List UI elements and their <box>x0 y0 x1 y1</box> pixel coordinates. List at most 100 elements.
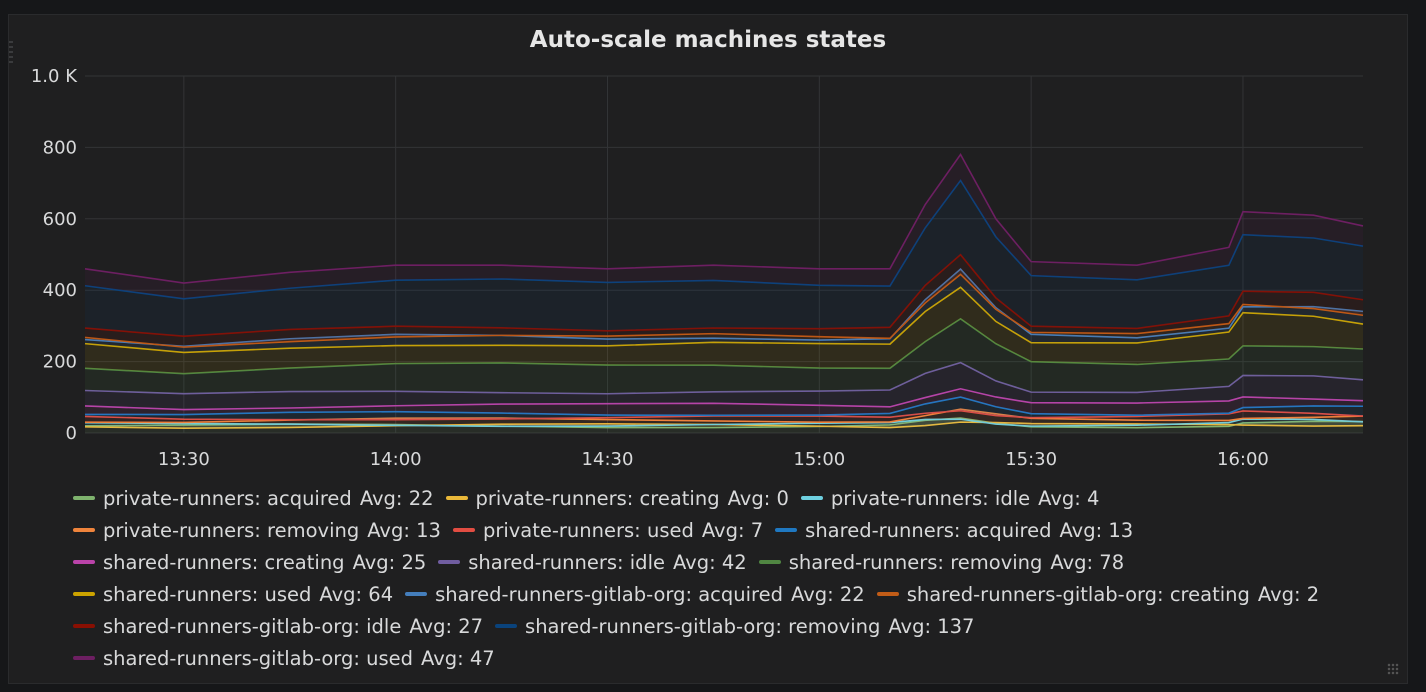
y-tick-label: 800 <box>43 137 77 158</box>
legend-avg-value: Avg: 78 <box>1050 550 1125 574</box>
legend-series-name: shared-runners: acquired <box>805 518 1052 542</box>
legend-avg-value: Avg: 47 <box>421 646 495 670</box>
legend-item[interactable]: shared-runners: removing Avg: 78 <box>758 549 1125 575</box>
series-area <box>85 287 1363 374</box>
legend-swatch <box>73 592 95 596</box>
x-tick-label: 13:30 <box>158 449 210 470</box>
graph-panel: Auto-scale machines states 0 200 400 600 800… <box>8 14 1408 684</box>
legend-swatch <box>405 592 428 596</box>
x-tick-label: 16:00 <box>1217 449 1269 470</box>
y-tick-label: 600 <box>43 209 77 230</box>
legend-item[interactable]: private-runners: creating Avg: 0 <box>445 485 789 511</box>
legend-series-name: shared-runners-gitlab-org: removing <box>525 614 881 638</box>
legend-swatch <box>758 560 781 564</box>
legend-series-name: shared-runners-gitlab-org: used <box>103 646 414 670</box>
legend-swatch <box>73 528 95 532</box>
series-line <box>84 153 1364 284</box>
legend-item[interactable]: private-runners: idle Avg: 4 <box>800 485 1100 511</box>
x-tick-label: 14:30 <box>582 449 634 470</box>
legend-item[interactable]: shared-runners: acquired Avg: 13 <box>775 517 1133 543</box>
legend-avg-value: Avg: 4 <box>1038 486 1100 510</box>
legend-item[interactable]: shared-runners-gitlab-org: removing Avg: … <box>495 613 974 639</box>
series-line <box>84 253 1364 337</box>
series-line <box>84 396 1364 417</box>
legend-item[interactable]: shared-runners-gitlab-org: creating Avg: … <box>876 581 1320 607</box>
legend-avg-value: Avg: 137 <box>888 614 975 638</box>
series-area <box>85 388 1363 416</box>
legend-swatch <box>73 624 95 628</box>
legend-avg-value: Avg: 13 <box>367 518 441 542</box>
legend-avg-value: Avg: 2 <box>1257 582 1320 606</box>
x-tick-label: 15:00 <box>793 449 845 470</box>
legend-item[interactable]: shared-runners: used Avg: 64 <box>73 581 393 607</box>
legend-item[interactable]: private-runners: used Avg: 7 <box>452 517 764 543</box>
legend-avg-value: Avg: 13 <box>1059 518 1134 542</box>
chart-legend: private-runners: acquired Avg: 22 private-… <box>73 485 1393 671</box>
legend-series-name: private-runners: creating <box>475 486 720 510</box>
y-tick-label: 400 <box>43 280 77 301</box>
series-line <box>84 273 1364 348</box>
legend-series-name: shared-runners: removing <box>788 550 1043 574</box>
legend-item[interactable]: shared-runners-gitlab-org: acquired Avg: … <box>405 581 865 607</box>
legend-avg-value: Avg: 64 <box>319 582 394 606</box>
series-line <box>84 409 1364 421</box>
series-line <box>84 286 1364 354</box>
series-line <box>84 408 1364 424</box>
legend-swatch <box>800 496 823 500</box>
legend-item[interactable]: private-runners: removing Avg: 13 <box>73 517 441 543</box>
legend-swatch <box>876 592 899 596</box>
legend-swatch <box>445 496 468 500</box>
series-area <box>85 318 1363 394</box>
plot-area <box>85 76 1363 433</box>
series-area <box>85 362 1363 410</box>
legend-series-name: shared-runners-gitlab-org: creating <box>906 582 1250 606</box>
legend-swatch <box>495 624 518 628</box>
series-area <box>85 409 1363 427</box>
drag-handle-icon[interactable] <box>9 41 13 63</box>
resize-handle-icon[interactable] <box>1387 663 1399 675</box>
legend-series-name: private-runners: removing <box>103 518 360 542</box>
series-area <box>85 180 1363 337</box>
legend-swatch <box>775 528 798 532</box>
legend-series-name: shared-runners-gitlab-org: acquired <box>435 582 784 606</box>
series-line <box>84 179 1364 300</box>
legend-swatch <box>452 528 475 532</box>
x-tick-label: 15:30 <box>1005 449 1057 470</box>
legend-avg-value: Avg: 25 <box>352 550 427 574</box>
legend-series-name: shared-runners-gitlab-org: idle <box>103 614 402 638</box>
legend-avg-value: Avg: 42 <box>672 550 747 574</box>
legend-swatch <box>73 496 95 500</box>
legend-series-name: shared-runners: creating <box>103 550 345 574</box>
legend-swatch <box>73 560 95 564</box>
chart-plot[interactable]: 0 200 400 600 800 1.0 K 13:30 14:00 14:30 15:00 15… <box>9 15 1409 475</box>
series-line <box>84 387 1364 411</box>
series-line <box>84 361 1364 395</box>
legend-item[interactable]: shared-runners: idle Avg: 42 <box>438 549 747 575</box>
legend-item[interactable]: private-runners: acquired Avg: 22 <box>73 485 434 511</box>
series-line <box>84 268 1364 348</box>
legend-avg-value: Avg: 27 <box>409 614 484 638</box>
legend-item[interactable]: shared-runners-gitlab-org: idle Avg: 27 <box>73 613 483 639</box>
legend-swatch <box>438 560 461 564</box>
series-line <box>84 317 1364 375</box>
legend-avg-value: Avg: 0 <box>727 486 789 510</box>
legend-series-name: private-runners: used <box>482 518 694 542</box>
panel-title[interactable]: Auto-scale machines states <box>529 27 887 53</box>
legend-series-name: private-runners: idle <box>830 486 1031 510</box>
series-line <box>84 418 1364 428</box>
legend-item[interactable]: shared-runners-gitlab-org: used Avg: 47 <box>73 645 495 671</box>
legend-series-name: private-runners: acquired <box>103 486 352 510</box>
y-tick-label: 1.0 K <box>31 66 78 87</box>
legend-avg-value: Avg: 7 <box>701 518 764 542</box>
series-area <box>85 418 1363 433</box>
legend-series-name: shared-runners: used <box>103 582 312 606</box>
x-tick-label: 14:00 <box>370 449 422 470</box>
legend-avg-value: Avg: 22 <box>791 582 865 606</box>
legend-swatch <box>73 656 95 660</box>
legend-series-name: shared-runners: idle <box>468 550 665 574</box>
series-line <box>84 421 1364 430</box>
legend-avg-value: Avg: 22 <box>359 486 434 510</box>
y-tick-label: 0 <box>66 423 77 444</box>
legend-item[interactable]: shared-runners: creating Avg: 25 <box>73 549 426 575</box>
y-tick-label: 200 <box>43 352 77 373</box>
